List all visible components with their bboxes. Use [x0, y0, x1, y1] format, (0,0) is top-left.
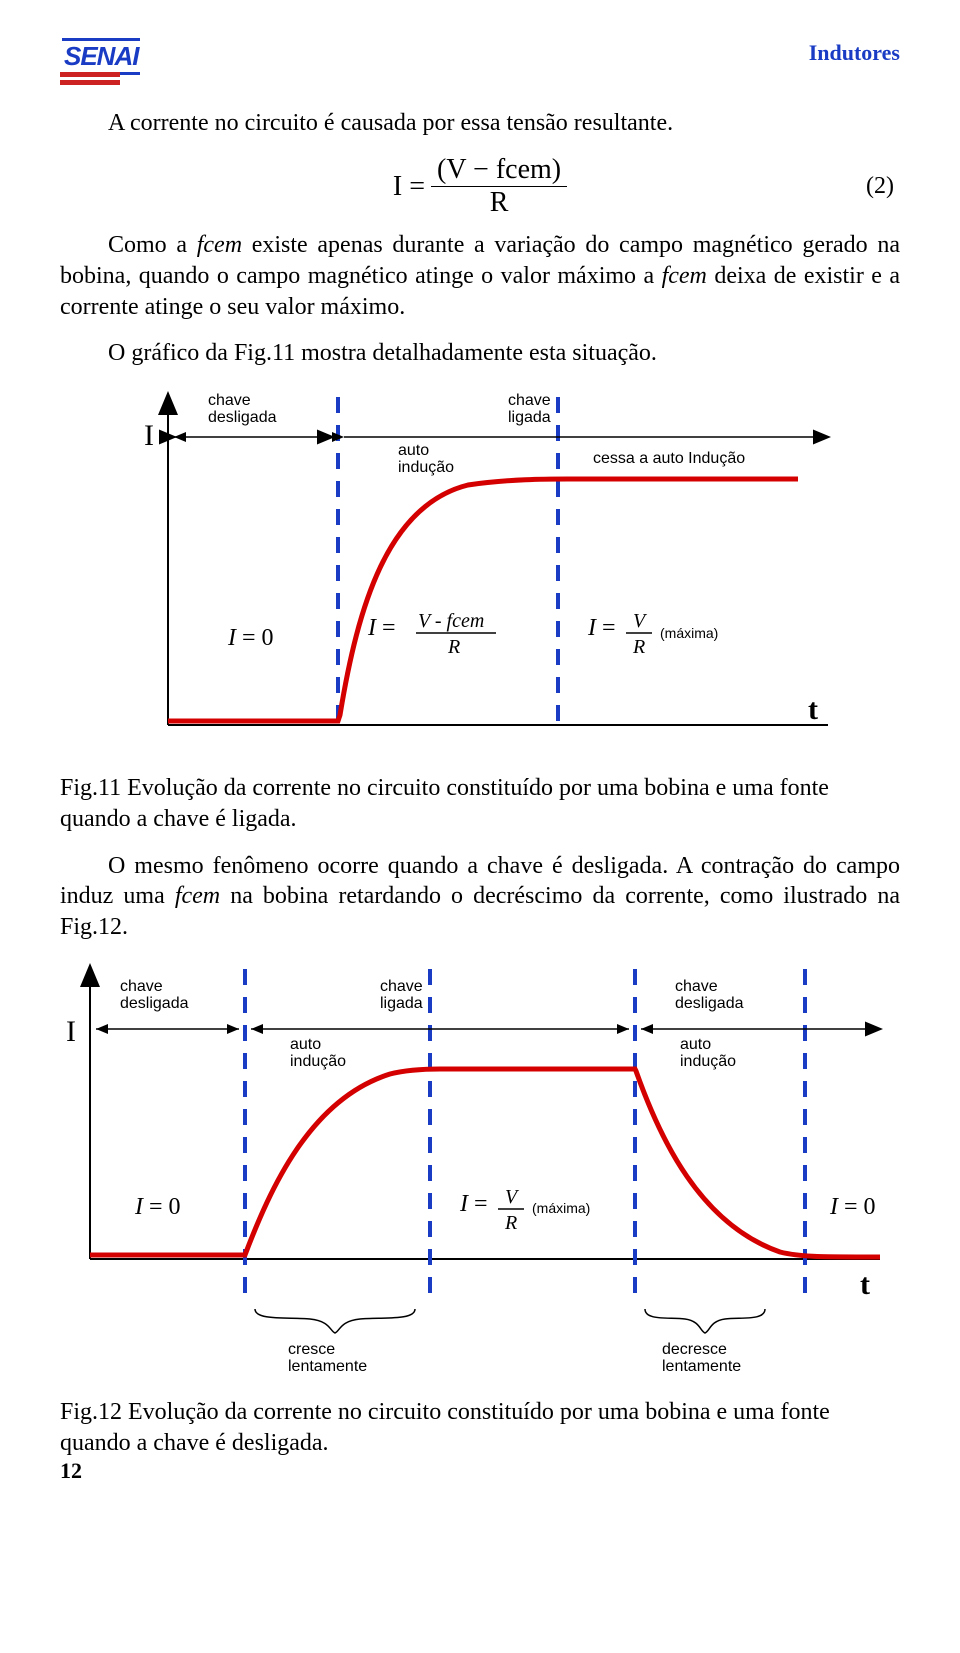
fig12-auto-inducao1: autoindução [290, 1036, 346, 1070]
fig11-iright-num: V [633, 610, 648, 632]
logo-text: SENAI [62, 38, 140, 75]
fig12-chave-desligada: chavedesligada [120, 978, 189, 1012]
fig12-chave-ligada: chaveligada [380, 978, 423, 1012]
p2-fcem: fcem [197, 232, 242, 258]
fig11-imid-den: R [447, 636, 460, 658]
eq2-numerator: (V − fcem) [431, 155, 567, 187]
fig11-y-axis-label: I [144, 419, 154, 452]
fig12-i0: I = 0 [134, 1194, 181, 1220]
eq2-denominator: R [484, 187, 515, 219]
senai-logo: SENAI [60, 38, 170, 90]
fig11-auto-inducao: autoindução [398, 442, 454, 476]
fig11-iright-lhs: I = [587, 615, 616, 641]
header-title: Indutores [809, 38, 900, 66]
fig11-chave-desligada: chavedesligada [208, 392, 277, 426]
fig12-svg: I t chavedesligada chaveligada chavedesl… [60, 959, 900, 1389]
page-number: 12 [60, 1458, 82, 1484]
fig12-auto-inducao2: autoindução [680, 1036, 736, 1070]
page-header: SENAI Indutores [60, 38, 900, 90]
fig12-i0-2: I = 0 [829, 1194, 876, 1220]
fig12-cresce: crescelentamente [288, 1341, 367, 1375]
fig11-i0: I = 0 [227, 625, 274, 651]
fig11-imid-num: V - fcem [418, 610, 484, 632]
fig11-cessa: cessa a auto Indução [593, 450, 745, 467]
cap11-text: Evolução da corrente no circuito constit… [60, 775, 829, 832]
cap12-text: Evolução da corrente no circuito constit… [60, 1399, 830, 1456]
paragraph-4: O mesmo fenômeno ocorre quando a chave é… [60, 851, 900, 943]
equation-2: I = (V − fcem) R (2) [60, 155, 900, 219]
fig11-chave-ligada: chaveligada [508, 392, 551, 426]
fig11-svg: I t chavedesligada chaveligada autoinduç… [108, 385, 848, 765]
p2-fcem2: fcem [662, 263, 707, 289]
fig11-imid-lhs: I = [367, 615, 396, 641]
cap12-pre: Fig.12 [60, 1399, 128, 1425]
paragraph-3: O gráfico da Fig.11 mostra detalhadament… [60, 338, 900, 369]
cap11-pre: Fig.11 [60, 775, 127, 801]
fig11-iright-den: R [632, 636, 645, 658]
p4-fcem: fcem [175, 883, 220, 909]
figure-12: I t chavedesligada chaveligada chavedesl… [60, 959, 900, 1389]
eq2-fraction: (V − fcem) R [431, 155, 567, 219]
eq2-number: (2) [866, 173, 894, 200]
fig12-x-axis-label: t [860, 1268, 870, 1301]
paragraph-1: A corrente no circuito é causada por ess… [60, 108, 900, 139]
fig11-x-axis-label: t [808, 693, 818, 726]
figure-11: I t chavedesligada chaveligada autoinduç… [108, 385, 900, 765]
fig12-y-axis-label: I [66, 1015, 76, 1048]
fig12-decresce: decrescelentamente [662, 1341, 741, 1375]
fig12-maxima: (máxima) [532, 1200, 590, 1216]
logo-bars [60, 72, 120, 90]
fig12-imax-num: V [505, 1186, 520, 1208]
p2-pre: Como a [108, 232, 197, 258]
eq2-lhs: I = [393, 171, 425, 203]
fig12-chave-desligada2: chavedesligada [675, 978, 744, 1012]
fig12-imax-den: R [504, 1212, 517, 1234]
fig12-imax-lhs: I = [459, 1191, 488, 1217]
paragraph-2: Como a fcem existe apenas durante a vari… [60, 230, 900, 322]
fig11-maxima: (máxima) [660, 625, 718, 641]
caption-11: Fig.11 Evolução da corrente no circuito … [60, 773, 900, 834]
caption-12: Fig.12 Evolução da corrente no circuito … [60, 1397, 900, 1458]
